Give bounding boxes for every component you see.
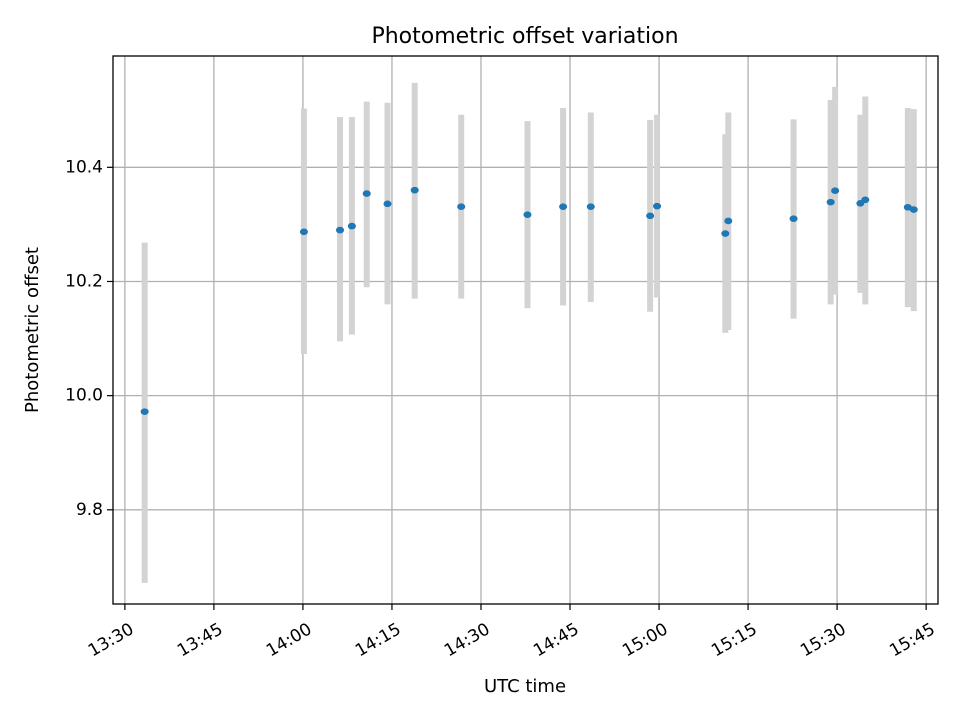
data-point xyxy=(903,203,912,211)
data-points xyxy=(140,186,918,415)
data-point xyxy=(336,226,345,234)
data-point xyxy=(909,206,918,213)
data-point xyxy=(383,200,392,208)
y-tick-label: 10.2 xyxy=(65,271,103,291)
data-point xyxy=(457,203,466,210)
data-point xyxy=(861,196,870,204)
y-tick-label: 10.0 xyxy=(65,386,103,406)
data-point xyxy=(724,217,733,225)
data-point xyxy=(646,212,655,220)
data-point xyxy=(299,228,308,236)
data-point xyxy=(140,408,149,415)
data-point xyxy=(347,222,356,230)
data-point xyxy=(586,203,595,210)
data-point xyxy=(653,202,662,210)
x-axis-label: UTC time xyxy=(484,676,566,697)
data-point xyxy=(410,186,419,194)
data-point xyxy=(721,230,730,237)
data-point xyxy=(826,198,835,206)
data-point xyxy=(831,187,840,195)
data-point xyxy=(559,203,568,210)
y-tick-label: 10.4 xyxy=(65,157,103,177)
data-point xyxy=(789,215,798,222)
data-point xyxy=(362,190,371,197)
y-tick-label: 9.8 xyxy=(76,500,103,520)
plot-frame xyxy=(112,55,939,605)
chart-title: Photometric offset variation xyxy=(371,24,678,49)
data-point xyxy=(523,211,532,218)
y-axis-label: Photometric offset xyxy=(22,247,43,413)
